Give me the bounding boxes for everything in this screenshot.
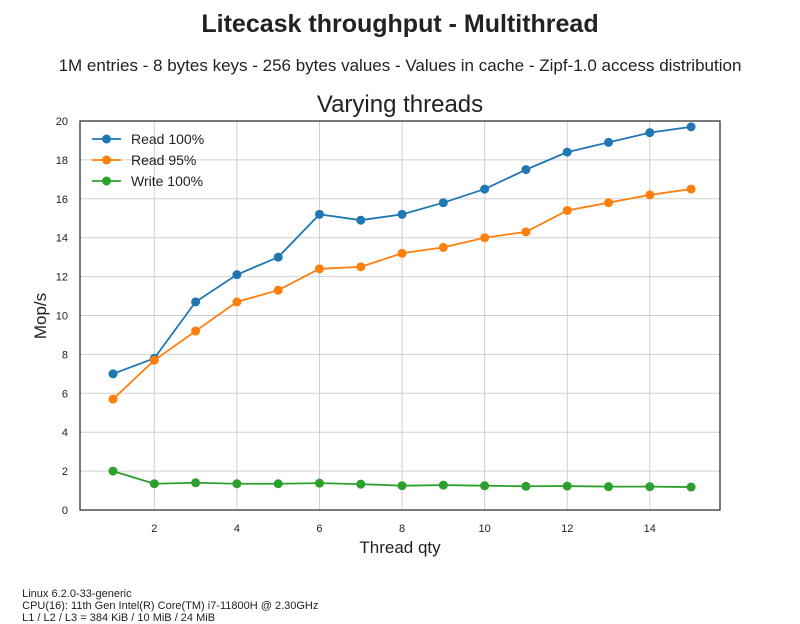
throughput-chart: Varying threads 2 4 6 8 10 12 14 0 2 4 6 8 10 12 14 16 1… (31, 91, 721, 557)
legend-label: Write 100% (131, 173, 203, 189)
data-point (521, 227, 531, 237)
data-point (480, 481, 490, 491)
data-point (645, 482, 655, 492)
legend-item: Read 100% (92, 131, 204, 147)
chart-title: Varying threads (317, 91, 483, 118)
data-point (108, 369, 118, 379)
y-tick-label: 18 (56, 155, 68, 167)
x-tick-label: 2 (151, 523, 157, 535)
footer-cache: L1 / L2 / L3 = 384 KiB / 10 MiB / 24 MiB (22, 612, 216, 624)
x-tick-label: 14 (644, 523, 656, 535)
data-point (273, 285, 283, 295)
data-point (604, 198, 614, 208)
data-point (562, 147, 572, 157)
series-2 (108, 466, 696, 492)
data-point (314, 209, 324, 219)
data-point (521, 165, 531, 175)
x-tick-label: 10 (479, 523, 491, 535)
y-axis-label: Mop/s (31, 293, 50, 339)
series-0 (108, 122, 696, 379)
footer-cpu: CPU(16): 11th Gen Intel(R) Core(TM) i7-1… (22, 600, 319, 612)
system-info-footer: Linux 6.2.0-33-generic CPU(16): 11th Gen… (16, 576, 330, 624)
data-point (149, 355, 159, 365)
legend-swatch-marker (102, 155, 111, 165)
data-point (356, 479, 366, 489)
data-point (273, 252, 283, 262)
series-layer (108, 122, 696, 492)
data-point (232, 297, 242, 307)
axes-layer: 2 4 6 8 10 12 14 0 2 4 6 8 10 12 14 16 18 20 (56, 116, 721, 535)
data-point (480, 233, 490, 243)
x-axis-label: Thread qty (359, 538, 441, 557)
data-point (604, 137, 614, 147)
data-point (108, 394, 118, 404)
data-point (314, 478, 324, 488)
y-tick-label: 0 (62, 505, 68, 517)
legend-swatch-marker (102, 134, 111, 144)
data-point (232, 479, 242, 489)
data-point (686, 482, 696, 492)
y-tick-label: 12 (56, 272, 68, 284)
y-tick-label: 10 (56, 311, 68, 323)
plot-frame (79, 120, 721, 511)
data-point (397, 209, 407, 219)
data-point (232, 270, 242, 280)
data-point (645, 128, 655, 138)
data-point (108, 466, 118, 476)
data-point (562, 205, 572, 215)
data-point (314, 264, 324, 274)
x-tick-label: 8 (399, 523, 405, 535)
y-tick-label: 20 (56, 116, 68, 128)
data-point (356, 215, 366, 225)
legend-item: Read 95% (92, 152, 196, 168)
y-tick-label: 16 (56, 194, 68, 206)
data-point (438, 242, 448, 252)
y-tick-label: 2 (62, 466, 68, 478)
x-tick-label: 4 (234, 523, 240, 535)
data-point (562, 481, 572, 491)
legend-item: Write 100% (92, 173, 203, 189)
y-tick-label: 8 (62, 349, 68, 361)
data-point (438, 480, 448, 490)
data-point (149, 479, 159, 489)
data-point (686, 122, 696, 132)
chart-legend: Read 100% Read 95% Write 100% (92, 131, 204, 189)
data-point (397, 481, 407, 491)
series-1 (108, 184, 696, 404)
page-subtitle: 1M entries - 8 bytes keys - 256 bytes va… (58, 56, 742, 75)
data-point (521, 481, 531, 491)
data-point (480, 184, 490, 194)
data-point (686, 184, 696, 194)
legend-swatch-marker (102, 176, 111, 186)
data-point (191, 297, 201, 307)
x-tick-label: 12 (561, 523, 573, 535)
data-point (438, 198, 448, 208)
footer-os: Linux 6.2.0-33-generic (22, 588, 132, 600)
data-point (645, 190, 655, 200)
x-tick-label: 6 (316, 523, 322, 535)
data-point (604, 482, 614, 492)
data-point (356, 262, 366, 272)
data-point (273, 479, 283, 489)
y-tick-label: 4 (62, 427, 68, 439)
legend-label: Read 100% (131, 131, 204, 147)
data-point (191, 478, 201, 488)
y-tick-label: 14 (56, 233, 68, 245)
legend-label: Read 95% (131, 152, 196, 168)
page-title: Litecask throughput - Multithread (201, 10, 599, 38)
data-point (191, 326, 201, 336)
y-tick-label: 6 (62, 388, 68, 400)
data-point (397, 248, 407, 258)
